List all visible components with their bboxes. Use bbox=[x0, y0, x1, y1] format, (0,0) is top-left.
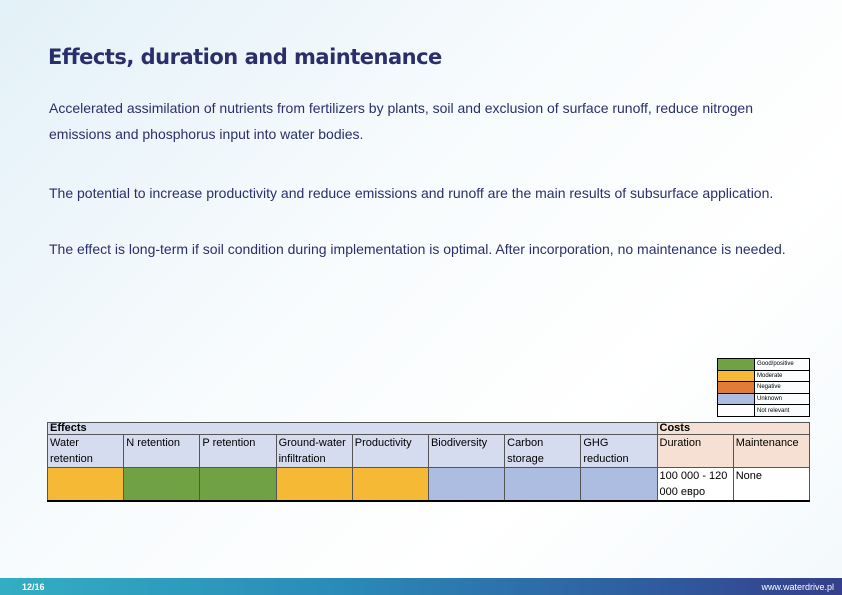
legend-item: Moderate bbox=[717, 369, 810, 383]
legend-label: Moderate bbox=[754, 369, 810, 383]
effect-rating-cell bbox=[123, 467, 201, 502]
legend-label: Negative bbox=[754, 381, 810, 394]
effect-column-header: N retention bbox=[123, 434, 201, 468]
footer: 12/16 www.waterdrive.pl bbox=[0, 578, 842, 595]
legend-item: Not relevant bbox=[717, 404, 810, 417]
website-link[interactable]: www.waterdrive.pl bbox=[761, 582, 834, 592]
legend-swatch bbox=[717, 358, 755, 371]
cost-column-header: Duration bbox=[656, 434, 734, 468]
cost-value-cell: None bbox=[732, 467, 811, 502]
legend-item: Good/positive bbox=[717, 358, 810, 371]
effects-header: Effects bbox=[47, 422, 658, 435]
legend-label: Not relevant bbox=[754, 404, 810, 417]
effect-rating-cell bbox=[427, 467, 506, 502]
effect-column-header: Ground-water infiltration bbox=[275, 434, 353, 468]
legend-item: Unknown bbox=[717, 392, 810, 406]
legend-label: Good/positive bbox=[754, 358, 810, 371]
effect-column-header: P retention bbox=[199, 434, 277, 468]
legend-swatch bbox=[717, 404, 755, 417]
cost-value-cell: 100 000 - 120 000 евро bbox=[656, 467, 734, 502]
legend-swatch bbox=[717, 381, 755, 394]
effect-column-header: Biodiversity bbox=[427, 434, 506, 468]
effect-rating-cell bbox=[580, 467, 658, 502]
paragraph-potential: The potential to increase productivity a… bbox=[49, 185, 774, 201]
effect-rating-cell bbox=[46, 467, 125, 502]
legend-item: Negative bbox=[717, 381, 810, 394]
page-title: Effects, duration and maintenance bbox=[48, 45, 442, 69]
effects-table: Effects Costs Water retention N retention… bbox=[46, 422, 811, 502]
paragraph-duration: The effect is long-term if soil conditio… bbox=[49, 241, 786, 257]
legend-swatch bbox=[717, 392, 755, 406]
effect-column-header: Carbon storage bbox=[504, 434, 582, 468]
effect-rating-cell bbox=[504, 467, 582, 502]
paragraph-effects: Accelerated assimilation of nutrients fr… bbox=[49, 100, 753, 142]
legend: Good/positive Moderate Negative Unknown Not … bbox=[717, 358, 810, 417]
effect-rating-cell bbox=[275, 467, 353, 502]
costs-header: Costs bbox=[656, 422, 810, 435]
cost-column-header: Maintenance bbox=[732, 434, 811, 468]
effect-rating-cell bbox=[351, 467, 429, 502]
effect-column-header: GHG reduction bbox=[580, 434, 658, 468]
page-number: 12/16 bbox=[22, 582, 45, 592]
effect-column-header: Water retention bbox=[46, 434, 125, 468]
effect-rating-cell bbox=[199, 467, 277, 502]
effect-column-header: Productivity bbox=[351, 434, 429, 468]
legend-label: Unknown bbox=[754, 392, 810, 406]
legend-swatch bbox=[717, 369, 755, 383]
